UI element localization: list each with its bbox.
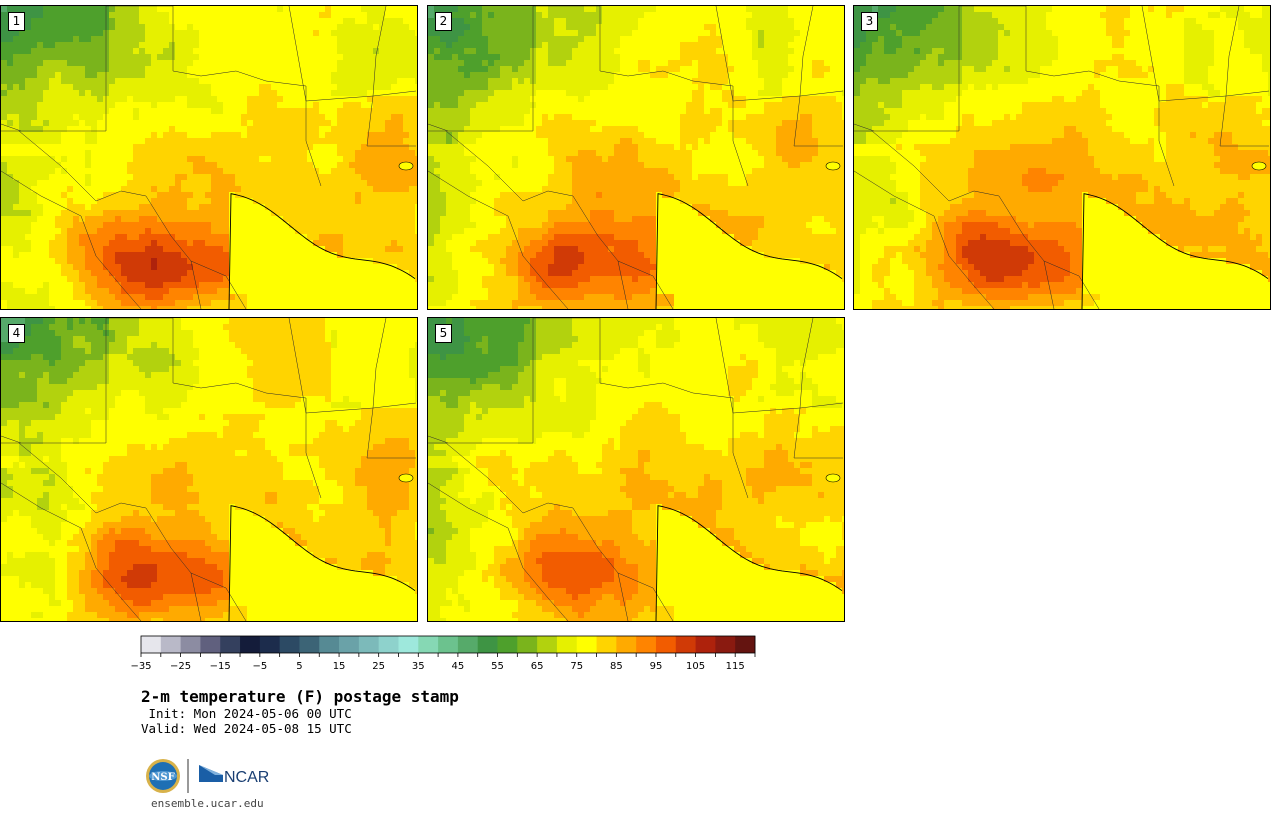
colorbar-tick-label: 45 (452, 661, 465, 672)
colorbar-tick-label: 95 (650, 661, 663, 672)
colorbar-swatch (517, 636, 538, 653)
temperature-field (1, 318, 417, 621)
colorbar-swatch (299, 636, 320, 653)
ensemble-member-panel-4: 4 (0, 317, 418, 622)
member-number-label: 3 (861, 12, 878, 31)
gulf-coastline (228, 505, 416, 621)
temperature-field (428, 318, 844, 621)
colorbar-tick-label: 15 (333, 661, 346, 672)
ensemble-member-panel-1: 1 (0, 5, 418, 310)
colorbar-swatch (220, 636, 241, 653)
state-boundaries (428, 6, 844, 309)
member-number-label: 2 (435, 12, 452, 31)
colorbar-swatch (398, 636, 419, 653)
temperature-map (854, 6, 1270, 309)
colorbar-swatch (200, 636, 221, 653)
colorbar-tick-label: −15 (210, 661, 231, 672)
temperature-field (854, 6, 1270, 309)
plot-title: 2-m temperature (F) postage stamp (141, 687, 459, 706)
colorbar-swatch (537, 636, 558, 653)
colorbar-tick-label: 65 (531, 661, 544, 672)
colorbar-tick-label: −25 (170, 661, 191, 672)
lake-pontchartrain (825, 161, 841, 171)
ensemble-member-panel-3: 3 (853, 5, 1271, 310)
temperature-field (1, 6, 417, 309)
nsf-ncar-logos: NSF NCAR (146, 759, 269, 793)
member-number-label: 5 (435, 324, 452, 343)
ensemble-member-panel-5: 5 (427, 317, 845, 622)
colorbar-tick-label: 35 (412, 661, 425, 672)
colorbar-tick-label: 75 (570, 661, 583, 672)
ncar-logo: NCAR (199, 765, 269, 786)
colorbar-tick-label: 55 (491, 661, 504, 672)
colorbar-swatch (418, 636, 439, 653)
colorbar-swatch (438, 636, 459, 653)
colorbar-outline (140, 635, 756, 654)
colorbar-swatch (378, 636, 399, 653)
state-boundaries (1, 6, 417, 309)
colorbar-tick-label: −35 (130, 661, 151, 672)
lake-pontchartrain (398, 473, 414, 483)
gulf-coastline (1081, 193, 1269, 309)
colorbar-tick-label: 115 (726, 661, 745, 672)
gulf-coastline (655, 193, 843, 309)
valid-time: Valid: Wed 2024-05-08 15 UTC (141, 721, 352, 736)
lake-pontchartrain (825, 473, 841, 483)
lake-pontchartrain (1251, 161, 1267, 171)
colorbar-swatch (180, 636, 201, 653)
colorbar-swatch (457, 636, 479, 653)
temperature-map (1, 318, 417, 621)
member-number-label: 1 (8, 12, 25, 31)
state-boundaries (428, 318, 844, 621)
gulf-coastline (228, 193, 416, 309)
colorbar-swatch (715, 636, 736, 653)
colorbar-swatch (636, 636, 657, 653)
colorbar-swatch (675, 636, 696, 653)
colorbar-tick-label: −5 (252, 661, 267, 672)
colorbar-swatch (279, 636, 300, 653)
website-url: ensemble.ucar.edu (151, 797, 264, 810)
colorbar-swatch (240, 636, 261, 653)
colorbar-swatch (141, 636, 162, 653)
member-number-label: 4 (8, 324, 25, 343)
colorbar-tick-label: 25 (372, 661, 385, 672)
colorbar-swatch (655, 636, 677, 653)
colorbar-swatch (596, 636, 617, 653)
colorbar-swatch (735, 636, 756, 653)
colorbar-tick-label: 85 (610, 661, 623, 672)
ensemble-member-panel-2: 2 (427, 5, 845, 310)
colorbar-swatch (477, 636, 498, 653)
nsf-logo-text: NSF (151, 772, 174, 783)
nsf-logo: NSF (146, 759, 180, 793)
state-boundaries (854, 6, 1270, 309)
colorbar-swatch (576, 636, 597, 653)
temperature-map (1, 6, 417, 309)
lake-pontchartrain (398, 161, 414, 171)
colorbar-swatch (358, 636, 380, 653)
colorbar-tick-label: 5 (296, 661, 302, 672)
colorbar-tick-label: 105 (686, 661, 705, 672)
temperature-field (428, 6, 844, 309)
colorbar-swatch (160, 636, 182, 653)
temperature-colorbar: −35 −25 −15 −5 5 15 25 35 45 55 65 75 85 95 105 115 (130, 635, 756, 672)
colorbar-swatch (616, 636, 637, 653)
temperature-map (428, 318, 844, 621)
colorbar-swatch (339, 636, 360, 653)
colorbar-swatch (259, 636, 281, 653)
colorbar-swatch (319, 636, 340, 653)
init-time: Init: Mon 2024-05-06 00 UTC (141, 706, 352, 721)
ncar-logo-text: NCAR (224, 769, 269, 786)
colorbar-swatch (497, 636, 518, 653)
colorbar-swatch (556, 636, 578, 653)
gulf-coastline (655, 505, 843, 621)
temperature-map (428, 6, 844, 309)
colorbar-swatch (695, 636, 716, 653)
state-boundaries (1, 318, 417, 621)
